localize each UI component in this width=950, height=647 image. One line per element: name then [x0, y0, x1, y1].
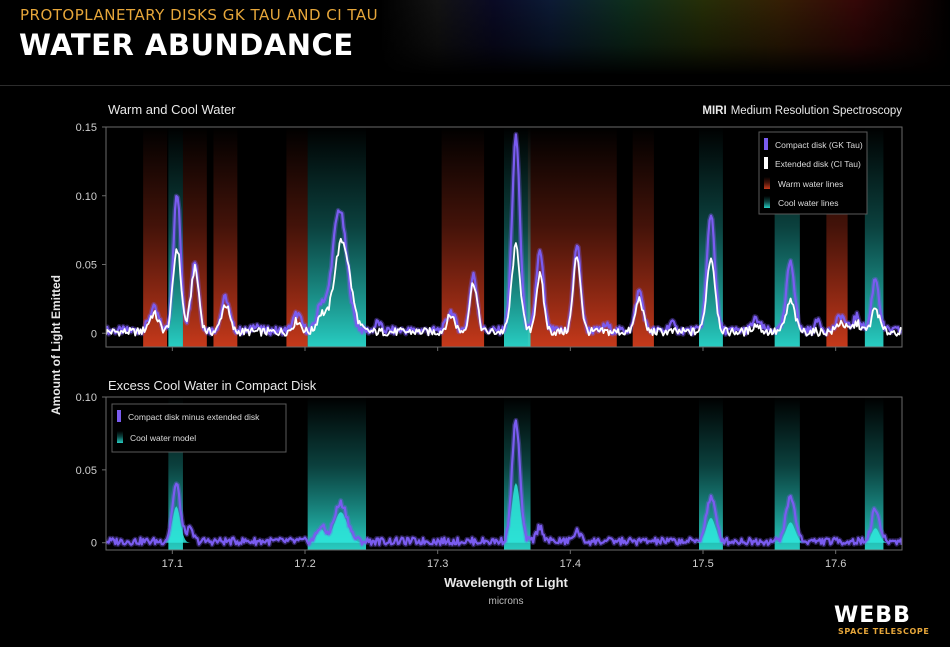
legend-swatch-difference — [117, 410, 121, 422]
top-warm-band — [143, 127, 168, 347]
bottom-x-tick-label: 17.6 — [825, 558, 846, 570]
legend-swatch-cool — [764, 196, 770, 208]
top-band-layer — [143, 127, 884, 347]
top-warm-band — [213, 127, 238, 347]
series-compact-disk-minus-extended-disk — [106, 419, 902, 546]
bottom-x-tick-label: 17.5 — [692, 558, 713, 570]
header-divider — [0, 85, 950, 86]
top-warm-band — [441, 127, 485, 347]
bottom-plot-frame — [105, 396, 903, 551]
y-axis-label: Amount of Light Emitted — [49, 275, 63, 415]
bottom-cool-band — [699, 397, 723, 550]
legend-label-extended: Extended disk (CI Tau) — [775, 159, 861, 169]
bottom-y-tick-label: 0 — [91, 538, 97, 550]
top-series-layer — [106, 131, 902, 338]
bottom-y-tick-label: 0.10 — [76, 392, 97, 404]
series-extended-disk-ci-tau — [106, 237, 902, 337]
instrument-mode: Medium Resolution Spectroscopy — [731, 105, 903, 117]
top-panel-title: Warm and Cool Water — [108, 102, 236, 117]
top-y-axis-ticks: 0 0.05 0.10 0.15 — [76, 122, 106, 340]
webb-logo: WEBB — [834, 603, 911, 628]
top-y-tick-label: 0.15 — [76, 122, 97, 134]
legend-label-warm: Warm water lines — [778, 179, 843, 189]
top-y-tick-label: 0.05 — [76, 260, 97, 272]
bottom-y-axis-ticks: 0 0.05 0.10 — [76, 392, 106, 550]
bottom-x-tick-label: 17.3 — [427, 558, 448, 570]
bottom-x-tick-label: 17.2 — [294, 558, 315, 570]
instrument-name: MIRI — [702, 105, 726, 117]
top-legend: Compact disk (GK Tau) Extended disk (CI … — [758, 131, 868, 215]
top-warm-band — [286, 127, 308, 347]
bottom-panel: Excess Cool Water in Compact Disk 00.050… — [76, 378, 903, 607]
page-supertitle: PROTOPLANETARY DISKS GK TAU AND CI TAU — [20, 6, 379, 24]
bottom-cool-band — [774, 397, 800, 550]
bottom-panel-title: Excess Cool Water in Compact Disk — [108, 378, 317, 393]
top-x-axis-ticks — [171, 347, 837, 351]
spectrum-header-fade — [0, 0, 950, 75]
bottom-x-axis-ticks: 17.1 17.2 17.3 17.4 17.5 17.6 — [162, 550, 846, 570]
bottom-x-tick-label: 17.1 — [162, 558, 183, 570]
legend-label-compact: Compact disk (GK Tau) — [775, 140, 863, 150]
bottom-cool-band — [864, 397, 884, 550]
legend-swatch-extended — [764, 157, 768, 169]
top-warm-band — [182, 127, 207, 347]
top-plot-frame — [105, 126, 903, 348]
bottom-x-tick-label: 17.4 — [560, 558, 581, 570]
top-y-tick-label: 0.10 — [76, 191, 97, 203]
legend-swatch-compact — [764, 138, 768, 150]
legend-swatch-model — [117, 431, 123, 443]
instrument-annotation: MIRI Medium Resolution Spectroscopy — [702, 105, 902, 117]
bottom-series-layer — [106, 417, 902, 548]
page-title: WATER ABUNDANCE — [19, 28, 354, 62]
top-warm-band — [527, 127, 617, 347]
x-axis-unit: microns — [488, 596, 523, 607]
top-panel: Warm and Cool Water MIRI Medium Resolutio… — [76, 102, 903, 351]
bottom-y-tick-label: 0.05 — [76, 465, 97, 477]
x-axis-label: Wavelength of Light — [444, 575, 568, 590]
legend-label-model: Cool water model — [130, 433, 196, 443]
webb-logo-subtitle: SPACE TELESCOPE — [838, 627, 930, 636]
bottom-legend-box — [111, 403, 287, 453]
legend-label-difference: Compact disk minus extended disk — [128, 412, 260, 422]
top-y-tick-label: 0 — [91, 328, 97, 340]
legend-label-cool: Cool water lines — [778, 198, 838, 208]
top-legend-box — [758, 131, 868, 215]
bottom-legend: Compact disk minus extended disk Cool wa… — [111, 403, 287, 453]
legend-swatch-warm — [764, 177, 770, 189]
